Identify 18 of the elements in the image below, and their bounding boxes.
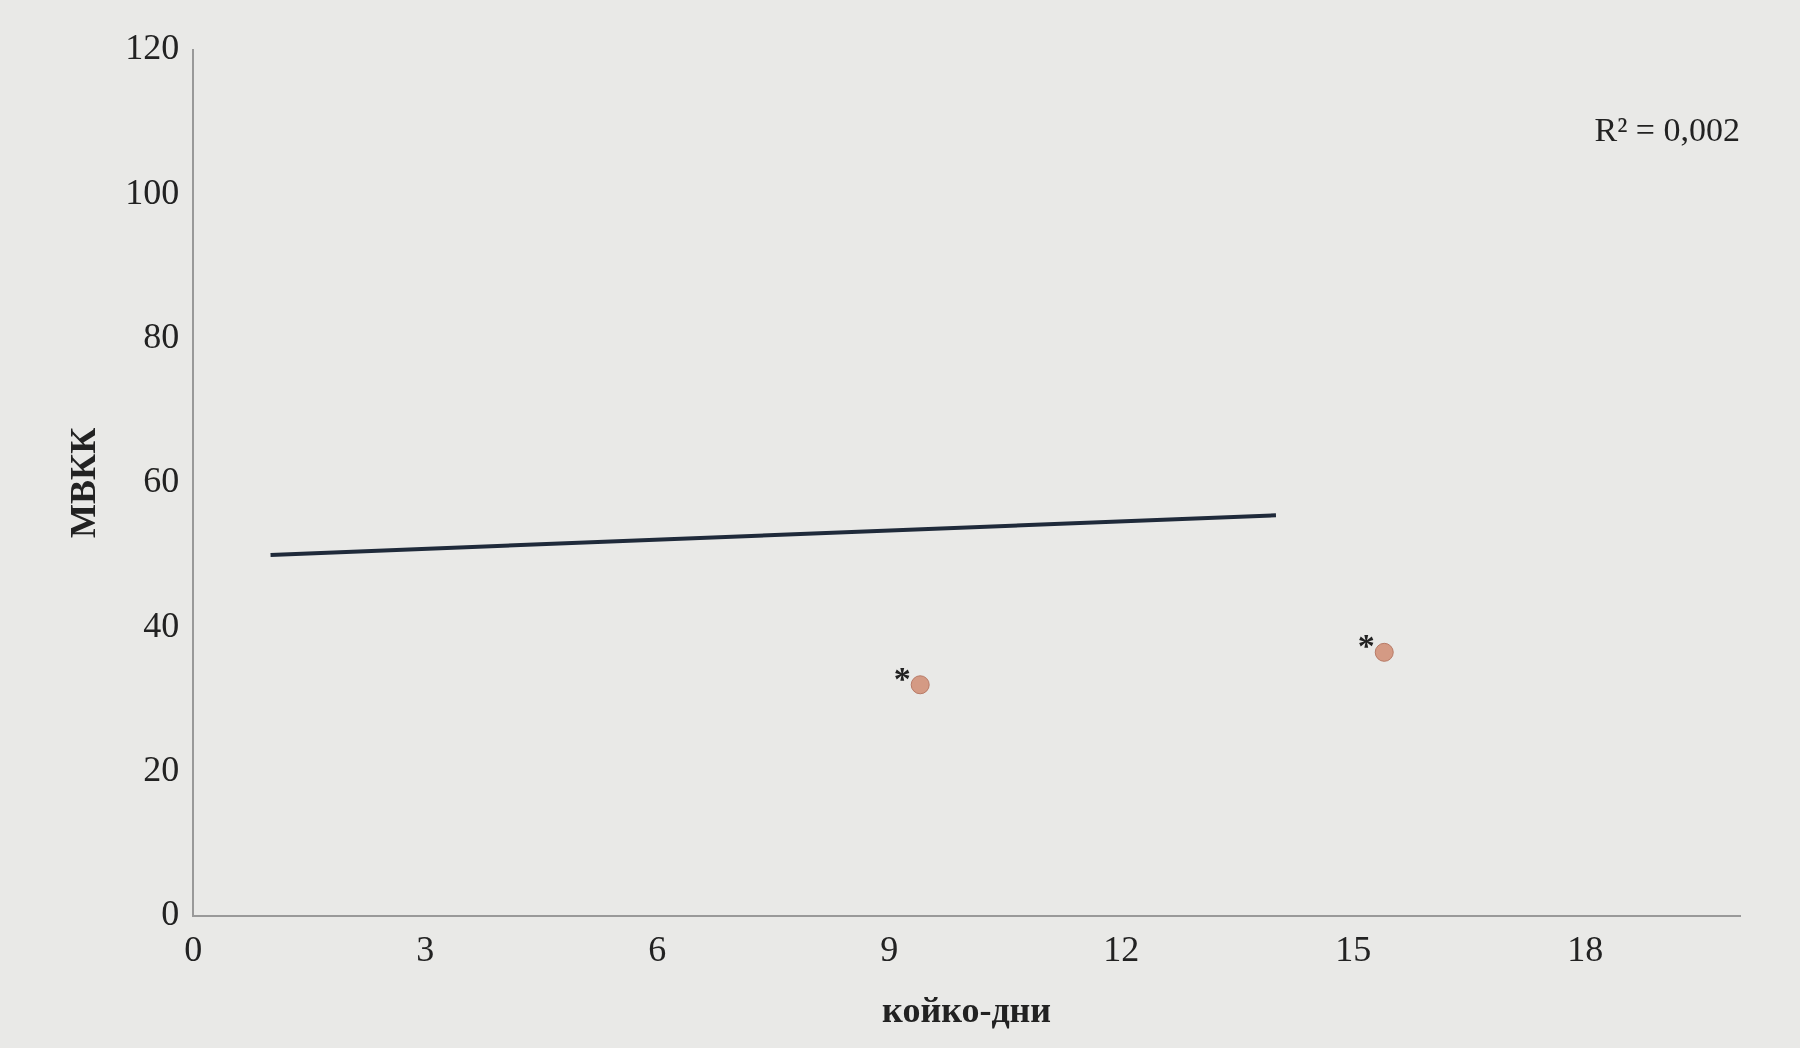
x-tick-label: 3	[416, 928, 435, 969]
x-axis-title: койко-дни	[882, 989, 1052, 1030]
y-tick-label: 40	[143, 604, 180, 645]
x-tick-label: 12	[1103, 928, 1140, 969]
x-tick-label: 15	[1335, 928, 1372, 969]
y-tick-label: 120	[125, 27, 180, 68]
y-tick-label: 20	[143, 748, 180, 789]
annotation: *	[893, 659, 911, 697]
y-axis-title: МВКК	[62, 427, 103, 538]
y-tick-label: 60	[143, 460, 180, 501]
x-tick-label: 9	[880, 928, 899, 969]
annotation: R² = 0,002	[1594, 110, 1740, 148]
annotation: *	[1357, 627, 1375, 665]
y-tick-label: 80	[143, 315, 180, 356]
y-tick-label: 100	[125, 171, 180, 212]
x-tick-label: 6	[648, 928, 667, 969]
y-tick-label: 0	[161, 893, 180, 934]
x-tick-label: 18	[1567, 928, 1604, 969]
